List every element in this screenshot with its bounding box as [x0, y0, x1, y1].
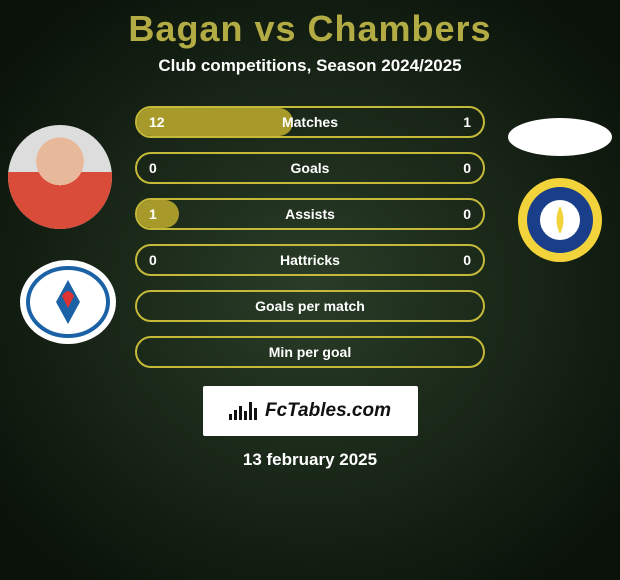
club1-badge-svg [18, 258, 118, 346]
stat-row-hattricks: 0 Hattricks 0 [135, 244, 485, 276]
player1-avatar [8, 125, 112, 229]
stat-left-value: 0 [137, 154, 169, 182]
footer-badge: FcTables.com [203, 386, 418, 436]
stat-label: Goals per match [255, 298, 365, 314]
stat-right-value: 0 [451, 154, 483, 182]
stat-label: Matches [282, 114, 338, 130]
stat-row-min-per-goal: Min per goal [135, 336, 485, 368]
stat-row-goals: 0 Goals 0 [135, 152, 485, 184]
stat-right-value: 0 [451, 246, 483, 274]
stat-right-value: 1 [451, 108, 483, 136]
player2-avatar [508, 118, 612, 156]
footer-text: FcTables.com [265, 400, 391, 422]
club2-badge-svg [510, 176, 610, 264]
stat-label: Assists [285, 206, 335, 222]
club1-badge [18, 258, 118, 346]
date-text: 13 february 2025 [0, 450, 620, 470]
footer-logo-icon [229, 402, 257, 420]
stat-row-assists: 1 Assists 0 [135, 198, 485, 230]
stat-label: Goals [291, 160, 330, 176]
stat-right-value: 0 [451, 200, 483, 228]
stat-left-value: 0 [137, 246, 169, 274]
page-title: Bagan vs Chambers [0, 0, 620, 50]
player1-silhouette [8, 125, 112, 229]
stat-row-goals-per-match: Goals per match [135, 290, 485, 322]
stats-container: 12 Matches 1 0 Goals 0 1 Assists 0 0 Hattricks 0 Goa… [135, 106, 485, 368]
stat-left-value: 1 [137, 200, 169, 228]
stat-row-matches: 12 Matches 1 [135, 106, 485, 138]
club2-badge [510, 176, 610, 264]
stat-left-value: 12 [137, 108, 177, 136]
stat-label: Hattricks [280, 252, 340, 268]
subtitle: Club competitions, Season 2024/2025 [0, 56, 620, 76]
stat-label: Min per goal [269, 344, 351, 360]
